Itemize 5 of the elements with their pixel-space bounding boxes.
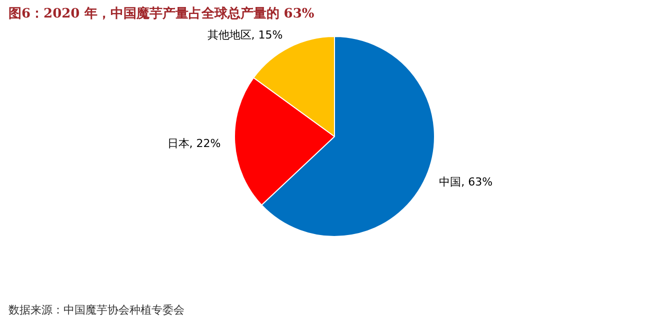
slice-label: 中国, 63% (439, 175, 493, 188)
slice-label: 其他地区, 15% (207, 28, 283, 42)
chart-title: 图6：2020 年，中国魔芋产量占全球总产量的 63% (8, 6, 315, 22)
source-note: 数据来源：中国魔芋协会种植专委会 (8, 304, 184, 316)
slice-label: 日本, 22% (167, 137, 221, 150)
